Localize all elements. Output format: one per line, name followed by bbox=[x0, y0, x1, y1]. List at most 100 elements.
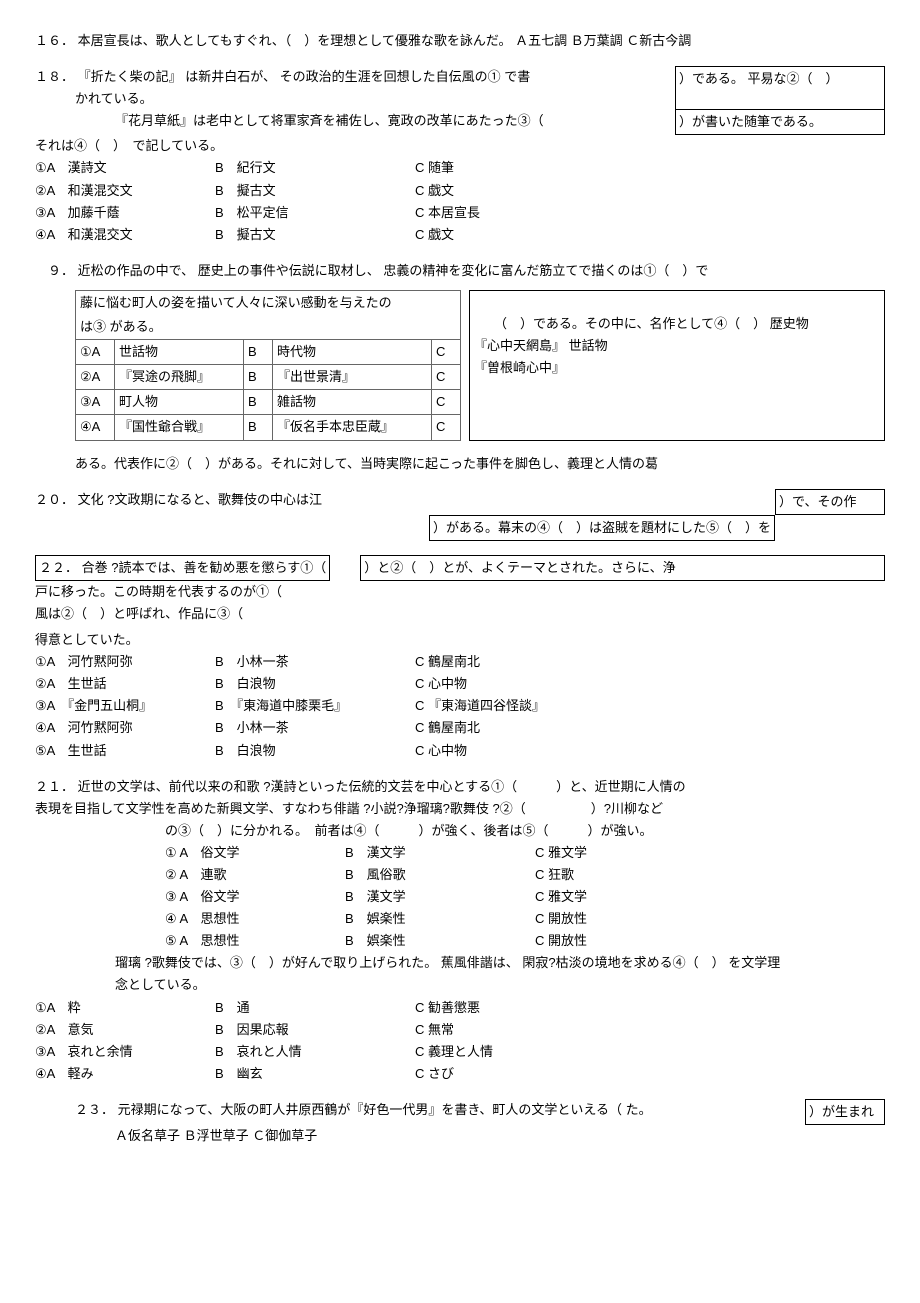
question-22: ２２． 合巻 ?読本では、善を勧め悪を懲らす①（ ）と②（ ）とが、よくテーマと… bbox=[35, 555, 885, 762]
opt-c: C 雅文学 bbox=[535, 842, 685, 864]
opt-b: B 擬古文 bbox=[215, 224, 415, 246]
option-row: ④ A 思想性B 娯楽性C 開放性 bbox=[165, 908, 885, 930]
q22-box2: ）と②（ ）とが、よくテーマとされた。さらに、浄 bbox=[360, 555, 885, 581]
question-18: １８． 『折たく柴の記』 は新井白石が、 その政治的生涯を回想した自伝風の① で… bbox=[35, 66, 885, 246]
opt-b: B 小林一茶 bbox=[215, 717, 415, 739]
q21-line5: 念としている。 bbox=[35, 974, 885, 996]
table-row: ①A世話物B時代物C bbox=[76, 340, 461, 365]
opt-b: B 擬古文 bbox=[215, 180, 415, 202]
opt-b: B 幽玄 bbox=[215, 1063, 415, 1085]
q18-line3: それは④（ ） で記している。 bbox=[35, 135, 885, 157]
q23-num: ２３． bbox=[75, 1102, 114, 1117]
table-row: ④A『国性爺合戦』B『仮名手本忠臣蔵』C bbox=[76, 415, 461, 440]
q21-line1: 近世の文学は、前代以来の和歌 ?漢詩といった伝統的文芸を中心とする①（ ）と、近… bbox=[78, 779, 686, 794]
opt-c: C 鶴屋南北 bbox=[415, 717, 595, 739]
opt-c: C 心中物 bbox=[415, 740, 595, 762]
q9-table: 藤に悩む町人の姿を描いて人々に深い感動を与えたの は③ がある。 ①A世話物B時… bbox=[75, 290, 461, 441]
q20-box2: ）がある。幕末の④（ ）は盗賊を題材にした⑤（ ）を bbox=[429, 515, 775, 541]
opt-a: ②A 和漢混交文 bbox=[35, 180, 215, 202]
opt-c: C 戯文 bbox=[415, 224, 595, 246]
opt-b: B 白浪物 bbox=[215, 673, 415, 695]
option-row: ②A 和漢混交文B 擬古文C 戯文 bbox=[35, 180, 885, 202]
opt-c: C 随筆 bbox=[415, 157, 595, 179]
q20-num: ２０． bbox=[35, 492, 74, 507]
opt-a: ②A 意気 bbox=[35, 1019, 215, 1041]
q9-right2: 『心中天網島』 世話物 bbox=[474, 335, 880, 357]
question-23: ２３． 元禄期になって、大阪の町人井原西鶴が『好色一代男』を書き、町人の文学とい… bbox=[35, 1099, 885, 1147]
q23-text: 元禄期になって、大阪の町人井原西鶴が『好色一代男』を書き、町人の文学といえる（ … bbox=[118, 1102, 652, 1117]
q22-options: ①A 河竹黙阿弥B 小林一茶C 鶴屋南北②A 生世話B 白浪物C 心中物③A 『… bbox=[35, 651, 885, 761]
q18-box2: ）が書いた随筆である。 bbox=[675, 110, 885, 135]
opt-c: C 無常 bbox=[415, 1019, 595, 1041]
q22-line2: 風は②（ ）と呼ばれ、作品に③（ bbox=[35, 603, 885, 625]
opt-a: ④A 河竹黙阿弥 bbox=[35, 717, 215, 739]
opt-a: ④A 和漢混交文 bbox=[35, 224, 215, 246]
opt-b: B 娯楽性 bbox=[345, 930, 535, 952]
q9-after: ある。代表作に②（ ）がある。それに対して、当時実際に起こった事件を脚色し、義理… bbox=[75, 456, 658, 471]
opt-b: B 漢文学 bbox=[345, 886, 535, 908]
opt-a: ④ A 思想性 bbox=[165, 908, 345, 930]
question-16: １６． 本居宣長は、歌人としてもすぐれ、（ ）を理想として優雅な歌を詠んだ。 Ａ… bbox=[35, 30, 885, 52]
q21-line4: 瑠璃 ?歌舞伎では、③（ ）が好んで取り上げられた。 蕉風俳諧は、 閑寂?枯淡の… bbox=[35, 952, 885, 974]
option-row: ② A 連歌B 風俗歌C 狂歌 bbox=[165, 864, 885, 886]
opt-b: B 紀行文 bbox=[215, 157, 415, 179]
opt-a: ② A 連歌 bbox=[165, 864, 345, 886]
q23-opts: Ａ仮名草子 Ｂ浮世草子 Ｃ御伽草子 bbox=[35, 1125, 885, 1147]
q22-line3: 得意としていた。 bbox=[35, 629, 885, 651]
opt-c: C 心中物 bbox=[415, 673, 595, 695]
option-row: ④A 和漢混交文B 擬古文C 戯文 bbox=[35, 224, 885, 246]
q9-tbl-head1: 藤に悩む町人の姿を描いて人々に深い感動を与えたの bbox=[76, 290, 461, 315]
option-row: ③ A 俗文学B 漢文学C 雅文学 bbox=[165, 886, 885, 908]
opt-c: C 『東海道四谷怪談』 bbox=[415, 695, 595, 717]
opt-b: B 風俗歌 bbox=[345, 864, 535, 886]
q18-num: １８． bbox=[35, 69, 74, 84]
q21-line2: 表現を目指して文学性を高めた新興文学、すなわち俳諧 ?小説?浄瑠璃?歌舞伎 ?②… bbox=[35, 798, 885, 820]
opt-b: B 漢文学 bbox=[345, 842, 535, 864]
opt-c: C 勧善懲悪 bbox=[415, 997, 595, 1019]
option-row: ⑤A 生世話B 白浪物C 心中物 bbox=[35, 740, 885, 762]
q9-text: 近松の作品の中で、 歴史上の事件や伝説に取材し、 忠義の精神を変化に富んだ筋立て… bbox=[78, 263, 709, 278]
q22-line1: 戸に移った。この時期を代表するのが①（ bbox=[35, 581, 885, 603]
opt-a: ③A 加藤千蔭 bbox=[35, 202, 215, 224]
option-row: ①A 漢詩文B 紀行文C 随筆 bbox=[35, 157, 885, 179]
opt-a: ①A 河竹黙阿弥 bbox=[35, 651, 215, 673]
option-row: ④A 河竹黙阿弥B 小林一茶C 鶴屋南北 bbox=[35, 717, 885, 739]
option-row: ①A 河竹黙阿弥B 小林一茶C 鶴屋南北 bbox=[35, 651, 885, 673]
opt-a: ① A 俗文学 bbox=[165, 842, 345, 864]
question-20: ２０． 文化 ?文政期になると、歌舞伎の中心は江 ）で、その作 ）がある。幕末の… bbox=[35, 489, 885, 541]
option-row: ③A 哀れと余情B 哀れと人情C 義理と人情 bbox=[35, 1041, 885, 1063]
question-9: ９． 近松の作品の中で、 歴史上の事件や伝説に取材し、 忠義の精神を変化に富んだ… bbox=[35, 260, 885, 475]
opt-b: B 松平定信 bbox=[215, 202, 415, 224]
opt-c: C 戯文 bbox=[415, 180, 595, 202]
opt-c: C 開放性 bbox=[535, 908, 685, 930]
opt-a: ②A 生世話 bbox=[35, 673, 215, 695]
option-row: ③A 『金門五山桐』B 『東海道中膝栗毛』C 『東海道四谷怪談』 bbox=[35, 695, 885, 717]
opt-a: ③A 哀れと余情 bbox=[35, 1041, 215, 1063]
q9-num: ９． bbox=[35, 263, 74, 278]
q22-box1: ２２． 合巻 ?読本では、善を勧め悪を懲らす①（ bbox=[35, 555, 330, 581]
q18-line1b: かれている。 bbox=[75, 91, 153, 106]
q18-line1a: 『折たく柴の記』 は新井白石が、 その政治的生涯を回想した自伝風の① で書 bbox=[78, 69, 531, 84]
opt-b: B 白浪物 bbox=[215, 740, 415, 762]
option-row: ③A 加藤千蔭B 松平定信C 本居宣長 bbox=[35, 202, 885, 224]
opt-c: C 本居宣長 bbox=[415, 202, 595, 224]
opt-a: ⑤ A 思想性 bbox=[165, 930, 345, 952]
opt-c: C 狂歌 bbox=[535, 864, 685, 886]
opt-b: B 娯楽性 bbox=[345, 908, 535, 930]
opt-b: B 因果応報 bbox=[215, 1019, 415, 1041]
opt-c: C 義理と人情 bbox=[415, 1041, 595, 1063]
q22-num: ２２． bbox=[39, 560, 78, 575]
question-21: ２１． 近世の文学は、前代以来の和歌 ?漢詩といった伝統的文芸を中心とする①（ … bbox=[35, 776, 885, 1085]
opt-a: ⑤A 生世話 bbox=[35, 740, 215, 762]
table-row: ②A『冥途の飛脚』B『出世景清』C bbox=[76, 365, 461, 390]
opt-a: ③ A 俗文学 bbox=[165, 886, 345, 908]
q20-text: 文化 ?文政期になると、歌舞伎の中心は江 bbox=[78, 492, 322, 507]
q23-box: ）が生まれ bbox=[805, 1099, 885, 1125]
option-row: ④A 軽みB 幽玄C さび bbox=[35, 1063, 885, 1085]
option-row: ⑤ A 思想性B 娯楽性C 開放性 bbox=[165, 930, 885, 952]
q21-options2: ①A 粋B 通C 勧善懲悪②A 意気B 因果応報C 無常③A 哀れと余情B 哀れ… bbox=[35, 997, 885, 1085]
opt-c: C 開放性 bbox=[535, 930, 685, 952]
q9-right3: 『曽根崎心中』 bbox=[474, 357, 880, 379]
q18-line2a: 『花月草紙』は老中として将軍家斉を補佐し、寛政の改革にあたった③（ bbox=[115, 113, 544, 128]
opt-a: ①A 粋 bbox=[35, 997, 215, 1019]
